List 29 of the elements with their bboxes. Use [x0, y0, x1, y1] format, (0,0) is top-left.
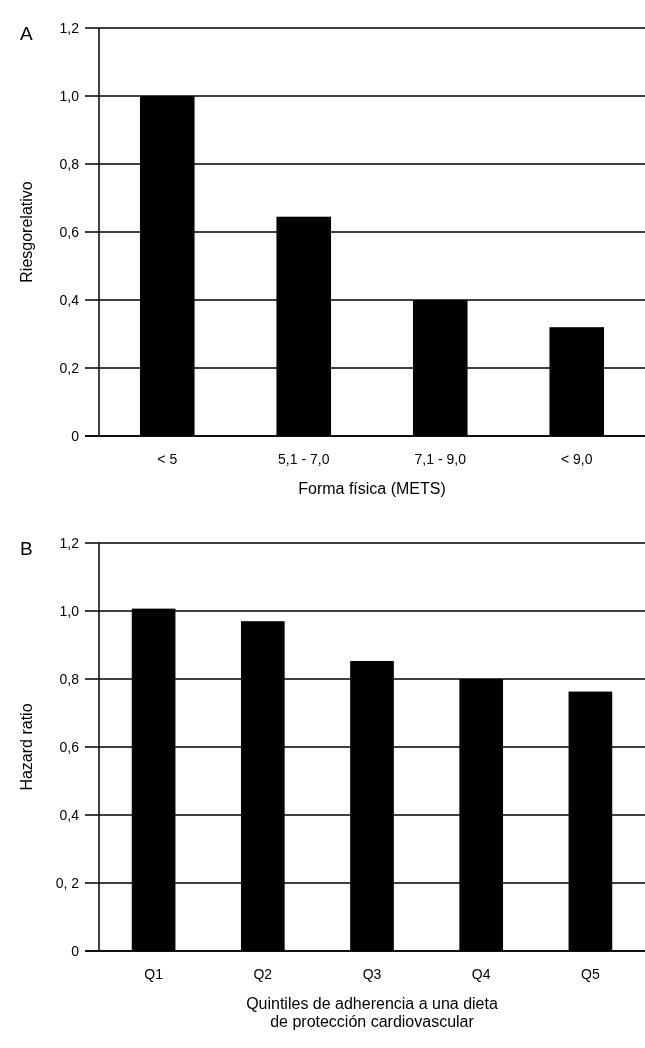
x-tick-label: Q4 [471, 966, 491, 982]
x-tick-label: < 5 [157, 451, 178, 467]
y-tick-label: 0,4 [59, 806, 80, 823]
y-axis-title: Hazard ratio [18, 703, 35, 791]
y-tick-label: 0,2 [59, 359, 80, 376]
y-tick-label: 0,6 [59, 223, 80, 240]
x-tick-label: Q3 [362, 966, 382, 982]
y-tick-label: 1,0 [59, 87, 80, 104]
y-tick-label: 0,8 [59, 670, 80, 687]
x-tick-label: Q2 [253, 966, 273, 982]
x-tick-label: 7,1 - 9,0 [414, 451, 467, 467]
y-tick-label: 0 [71, 427, 80, 444]
text: A [20, 23, 33, 44]
y-tick-label: 0, 2 [55, 874, 80, 891]
y-tick-label: 0,6 [59, 738, 80, 755]
y-tick-label: 1,2 [59, 19, 80, 36]
y-tick-label: 1,2 [59, 534, 80, 551]
x-axis-title: Forma física (METS) [298, 480, 446, 497]
x-tick-label: Q5 [581, 966, 600, 982]
y-tick-label: 0 [71, 942, 80, 959]
x-tick-label: Q1 [144, 966, 164, 982]
y-axis-title: Riesgorelativo [18, 181, 35, 283]
y-tick-label: 0,8 [59, 155, 80, 172]
y-tick-label: 0,4 [59, 291, 80, 308]
x-axis-title: Quintiles de adherencia a una dieta de protección cardiovascular [246, 995, 498, 1030]
x-tick-label: 5,1 - 7,0 [278, 451, 330, 467]
text: B [20, 538, 33, 559]
y-tick-label: 1,0 [59, 602, 80, 619]
x-tick-label: < 9,0 [560, 451, 593, 467]
